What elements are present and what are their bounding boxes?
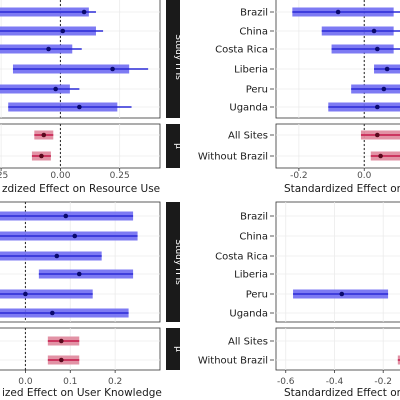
facet-strip-mu-label: μ xyxy=(173,346,183,352)
panel-box-bot xyxy=(0,123,161,169)
study-point xyxy=(381,86,387,92)
x-tick-label: .25 xyxy=(0,171,8,181)
pooled-point xyxy=(41,132,47,138)
pooled-label-all-sites: All Sites xyxy=(228,131,268,142)
study-point xyxy=(63,213,69,219)
panel-bottom-right: Brazil China Costa Rica Liberia Peru Uganda Al… xyxy=(198,201,400,399)
pooled-label-without-brazil: Without Brazil xyxy=(198,356,268,367)
pooled-point xyxy=(378,153,383,159)
panel-box-top xyxy=(275,0,400,119)
study-point xyxy=(110,66,115,72)
site-label-peru: Peru xyxy=(246,85,268,96)
pooled-label-all-sites: All Sites xyxy=(228,337,268,348)
x-tick-label: 0.00 xyxy=(50,171,70,181)
site-label-liberia: Liberia xyxy=(234,65,268,76)
x-axis-title: Standardized Effect on R xyxy=(284,387,400,399)
site-label-china: China xyxy=(239,27,268,38)
study-point xyxy=(50,310,55,316)
pooled-point xyxy=(58,338,64,344)
x-tick-label: 0.0 xyxy=(357,171,372,181)
x-tick-label: 0.1 xyxy=(63,377,77,387)
study-point xyxy=(81,9,87,15)
site-label-brazil: Brazil xyxy=(240,8,268,19)
study-point xyxy=(371,28,377,34)
study-point xyxy=(339,291,345,297)
study-point xyxy=(375,46,380,52)
x-tick-label: 0.2 xyxy=(108,377,122,387)
facet-strip-study xyxy=(166,0,180,118)
panel-top-right: Brazil China Costa Rica Liberia Peru Uganda Al… xyxy=(198,0,400,195)
pooled-point xyxy=(39,153,44,159)
site-label-uganda: Uganda xyxy=(229,309,268,320)
x-tick-label: -0.6 xyxy=(277,377,295,387)
x-tick-label: 0.0 xyxy=(18,377,33,387)
facet-strip-mu xyxy=(166,328,180,370)
site-label-brazil: Brazil xyxy=(240,212,268,223)
x-tick-label: -0.4 xyxy=(326,377,344,387)
study-point xyxy=(46,46,51,52)
study-point xyxy=(375,104,380,110)
x-tick-label: -0.2 xyxy=(374,377,392,387)
x-axis-title: zdized Effect on Resource Use xyxy=(2,183,160,195)
facet-strip-mu-label: μ xyxy=(173,143,183,149)
x-axis-title: Standardized Effect on xyxy=(284,183,400,195)
panel-box-top xyxy=(275,201,400,323)
study-point xyxy=(384,66,390,72)
panel-box-top xyxy=(0,201,161,323)
facet-strip-mu xyxy=(166,124,180,168)
panel-top-left: Study ITTs μ .25 0.00 0.25 zdized Effect on R… xyxy=(0,0,183,195)
study-point xyxy=(72,233,78,239)
panel-box-bot xyxy=(275,327,400,371)
site-label-liberia: Liberia xyxy=(234,270,268,281)
x-tick-label: 0.25 xyxy=(110,171,130,181)
facet-strip-study-label: Study ITTs xyxy=(173,34,183,80)
site-label-uganda: Uganda xyxy=(229,103,268,114)
x-axis-title: ized Effect on User Knowledge xyxy=(2,387,162,399)
facet-strip-study xyxy=(166,202,180,322)
site-label-peru: Peru xyxy=(246,290,268,301)
facet-strip-study-label: Study ITTs xyxy=(173,239,183,285)
pooled-label-without-brazil: Without Brazil xyxy=(198,152,268,163)
pooled-point xyxy=(375,132,380,138)
study-point xyxy=(23,291,28,297)
study-point xyxy=(53,86,58,92)
study-point xyxy=(54,253,60,259)
site-label-costa-rica: Costa Rica xyxy=(215,252,268,263)
study-point xyxy=(60,28,66,34)
study-point xyxy=(76,271,82,277)
study-point xyxy=(335,9,341,15)
panel-box-top xyxy=(0,0,161,119)
panel-box-bot xyxy=(0,327,161,371)
x-tick-label: -0.2 xyxy=(290,171,308,181)
site-label-china: China xyxy=(239,232,268,243)
site-label-costa-rica: Costa Rica xyxy=(215,45,268,56)
study-point xyxy=(77,104,82,110)
pooled-point xyxy=(58,357,64,363)
